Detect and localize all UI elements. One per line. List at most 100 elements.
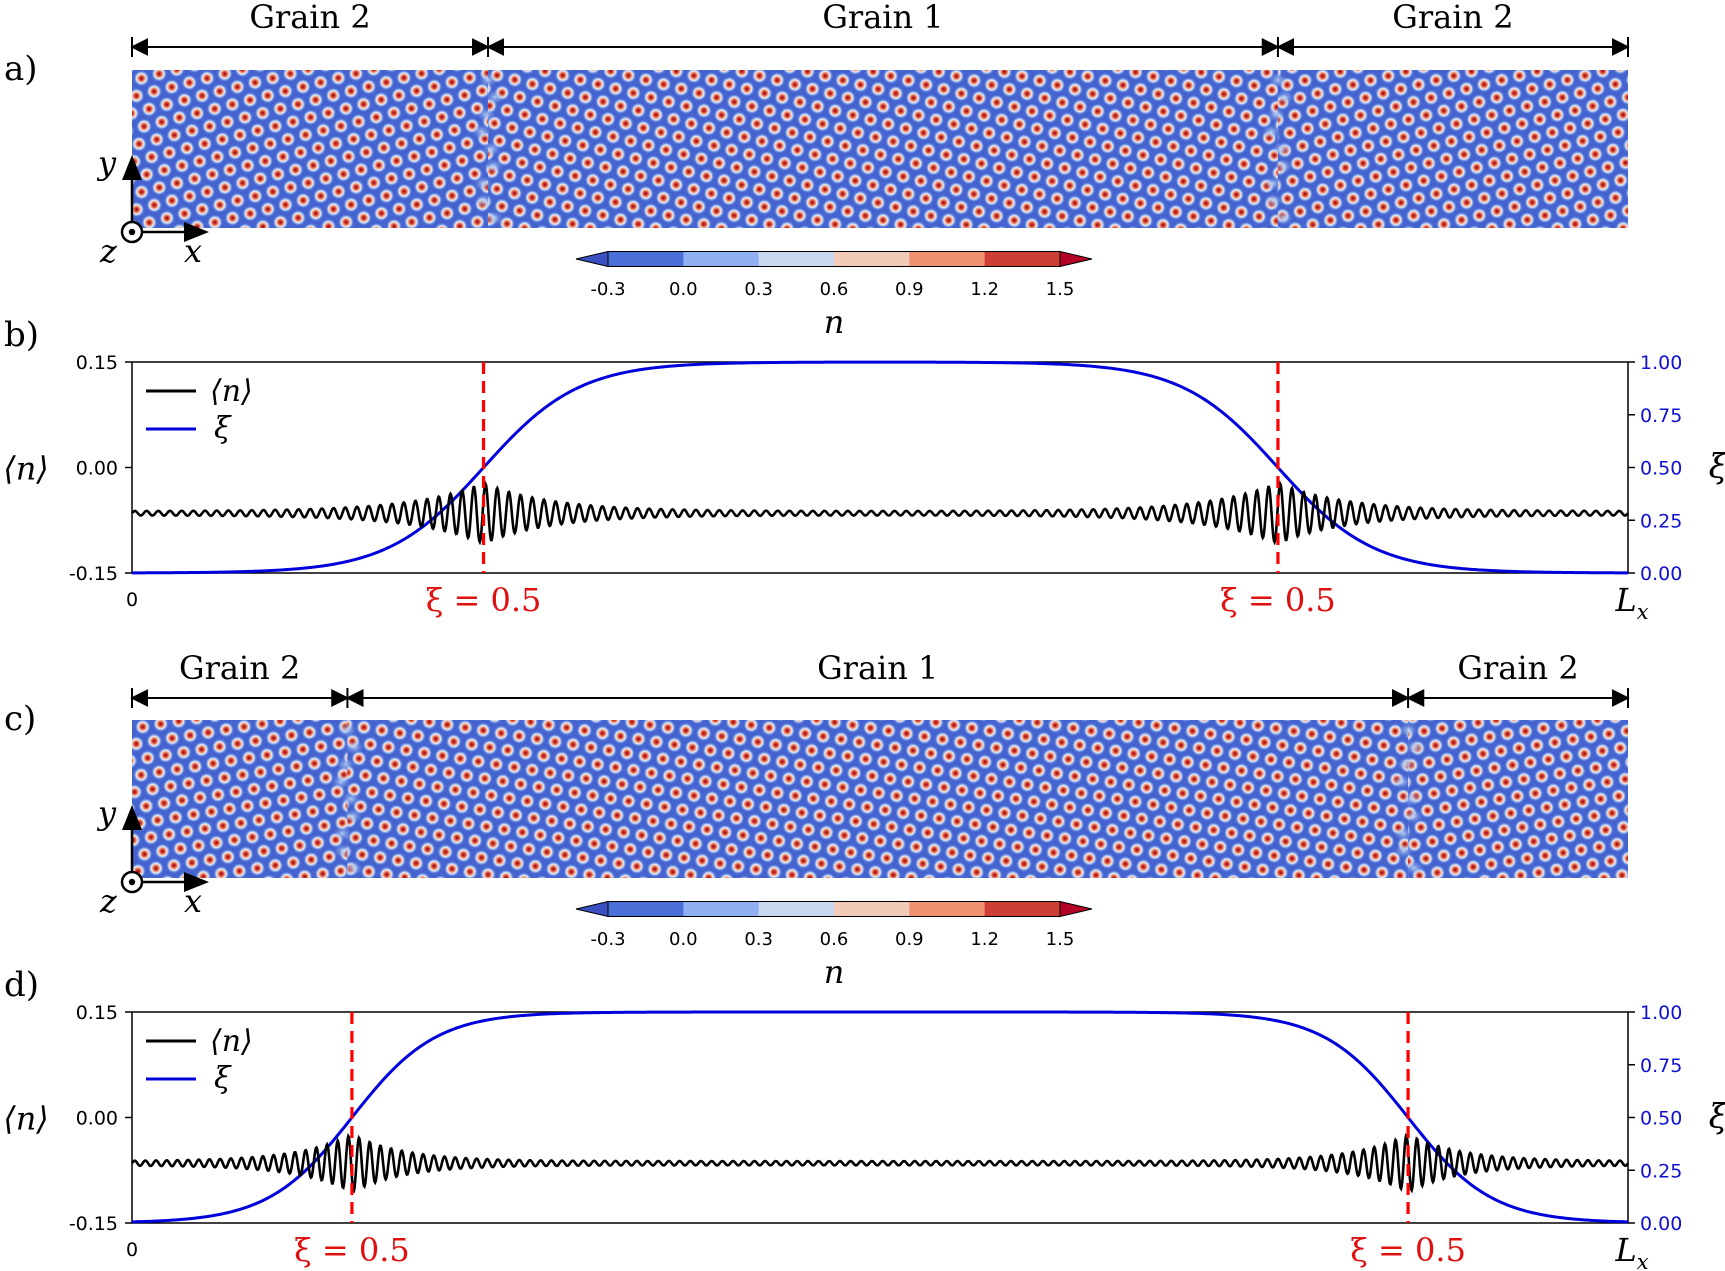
colorbar-tick-label: 1.5 — [1046, 929, 1075, 950]
colorbar-segment — [984, 251, 1061, 267]
panel-letter-b: b) — [4, 315, 39, 355]
field-map-a — [132, 70, 1628, 228]
left-tick-label: -0.15 — [69, 563, 118, 585]
boundary-defect — [484, 159, 503, 174]
plot-frame — [131, 361, 1629, 574]
profile-plot-d: 0.150.00-0.151.000.750.500.250.00⟨n⟩ξ0Lx… — [3, 1002, 1725, 1271]
boundary-defect — [1275, 90, 1294, 105]
axes-triad-c: y z x — [96, 794, 209, 920]
colorbar-tick-label: 0.9 — [895, 929, 924, 950]
boundary-defect — [1394, 843, 1413, 858]
panel-letter-a: a) — [4, 49, 38, 89]
boundary-defect — [1402, 792, 1421, 806]
boundary-defect — [331, 774, 350, 789]
y-axis-right-label: ξ — [1709, 447, 1725, 487]
grain-2-region — [1277, 70, 1628, 228]
panel-a: a) Grain 2 Grain 1 Grain 2 y z x -0.3 0.0 0.… — [4, 0, 1630, 341]
x-axis-end-subscript: x — [1637, 600, 1649, 624]
boundary-defect — [479, 73, 498, 87]
axis-z-label-a: z — [99, 232, 118, 270]
boundary-defect — [472, 124, 491, 139]
right-tick-label: 0.75 — [1640, 405, 1682, 427]
colorbar-tick-label: 0.6 — [820, 279, 849, 300]
colorbar-tick-label: -0.3 — [590, 279, 625, 300]
legend: ⟨n⟩ξ — [146, 374, 253, 446]
colorbar-tick-label: 0.9 — [895, 279, 924, 300]
grain-2-region — [132, 70, 489, 228]
axis-z-label-c: z — [99, 882, 118, 920]
x-axis-start-label: 0 — [126, 589, 138, 611]
boundary-defect — [1274, 211, 1293, 225]
boundary-defect — [1264, 176, 1283, 191]
boundary-defect — [345, 740, 364, 755]
right-tick-label: 0.50 — [1640, 458, 1682, 480]
colorbar-segment — [683, 901, 760, 917]
colorbar-tick-label: 0.3 — [744, 279, 773, 300]
right-tick-label: 0.75 — [1640, 1055, 1682, 1077]
right-tick-label: 0.50 — [1640, 1108, 1682, 1130]
panel-d: d) 0.150.00-0.151.000.750.500.250.00⟨n⟩ξ… — [3, 965, 1725, 1271]
panel-letter-c: c) — [4, 699, 36, 739]
series-xi-line — [131, 1010, 1629, 1224]
right-tick-label: 0.00 — [1640, 1213, 1682, 1235]
left-tick-label: 0.15 — [76, 1002, 118, 1024]
boundary-vline-label: ξ = 0.5 — [1350, 1231, 1466, 1269]
y-axis-right-label: ξ — [1709, 1097, 1725, 1137]
right-tick-label: 0.25 — [1640, 510, 1682, 532]
axis-x-label-c: x — [184, 882, 202, 920]
grain-label: Grain 2 — [1457, 649, 1578, 687]
right-tick-label: 1.00 — [1640, 1002, 1682, 1024]
colorbar-tick-label: 0.6 — [820, 929, 849, 950]
colorbar-segment — [608, 901, 684, 917]
colorbar-over-arrow — [1059, 900, 1093, 918]
legend-label-n: ⟨n⟩ — [210, 374, 253, 409]
boundary-defect — [1267, 107, 1286, 122]
boundary-defect — [341, 792, 360, 806]
colorbar-tick-label: 1.2 — [970, 279, 999, 300]
colorbar-tick-label: 1.5 — [1046, 279, 1075, 300]
boundary-defect — [1392, 774, 1411, 789]
boundary-defect — [1274, 159, 1293, 174]
colorbar-tick-label: 0.3 — [744, 929, 773, 950]
series-xi-line — [132, 360, 1629, 575]
series-n-line — [130, 480, 1629, 546]
right-tick-label: 0.25 — [1640, 1160, 1682, 1182]
colorbar-segment — [834, 251, 910, 267]
colorbar-over-arrow — [1059, 250, 1093, 268]
boundary-defect — [1272, 142, 1291, 156]
panel-c: c) Grain 2 Grain 1 Grain 2 y z x -0.3 0.0 0.… — [4, 649, 1630, 991]
boundary-defect — [336, 757, 355, 772]
grain-annotations-a: Grain 2 Grain 1 Grain 2 — [130, 0, 1630, 57]
right-tick-label: 1.00 — [1640, 352, 1682, 374]
boundary-defect — [1404, 809, 1423, 824]
left-tick-label: -0.15 — [69, 1213, 118, 1235]
colorbar-a: -0.3 0.0 0.3 0.6 0.9 1.2 1.5 n — [575, 250, 1093, 341]
boundary-defect — [344, 809, 363, 824]
colorbar-c: -0.3 0.0 0.3 0.6 0.9 1.2 1.5 n — [575, 900, 1093, 991]
grain-label: Grain 2 — [249, 0, 370, 36]
boundary-defect — [334, 843, 353, 858]
boundary-defect — [1406, 740, 1425, 755]
boundary-defect — [477, 107, 496, 122]
boundary-defect — [1264, 193, 1283, 208]
boundary-defect — [1262, 124, 1281, 139]
colorbar-segment — [608, 251, 684, 267]
grain-label: Grain 1 — [822, 0, 943, 36]
colorbar-segment — [834, 901, 910, 917]
colorbar-segment — [909, 901, 986, 917]
boundary-defect — [474, 176, 493, 191]
left-tick-label: 0.00 — [76, 1108, 118, 1130]
boundary-defect — [333, 826, 352, 841]
colorbar-segment — [758, 251, 835, 267]
boundary-defect — [1405, 861, 1424, 875]
x-axis-end-label: Lx — [1614, 581, 1648, 624]
grain-annotations-c: Grain 2 Grain 1 Grain 2 — [130, 649, 1630, 708]
colorbar-frame — [607, 251, 1061, 267]
colorbar-label: n — [824, 953, 845, 991]
grain-2-region — [1408, 720, 1628, 878]
boundary-defect — [474, 193, 493, 208]
boundary-defect — [1397, 757, 1416, 772]
y-axis-left-label: ⟨n⟩ — [3, 450, 49, 488]
series-n-line — [130, 1132, 1630, 1194]
